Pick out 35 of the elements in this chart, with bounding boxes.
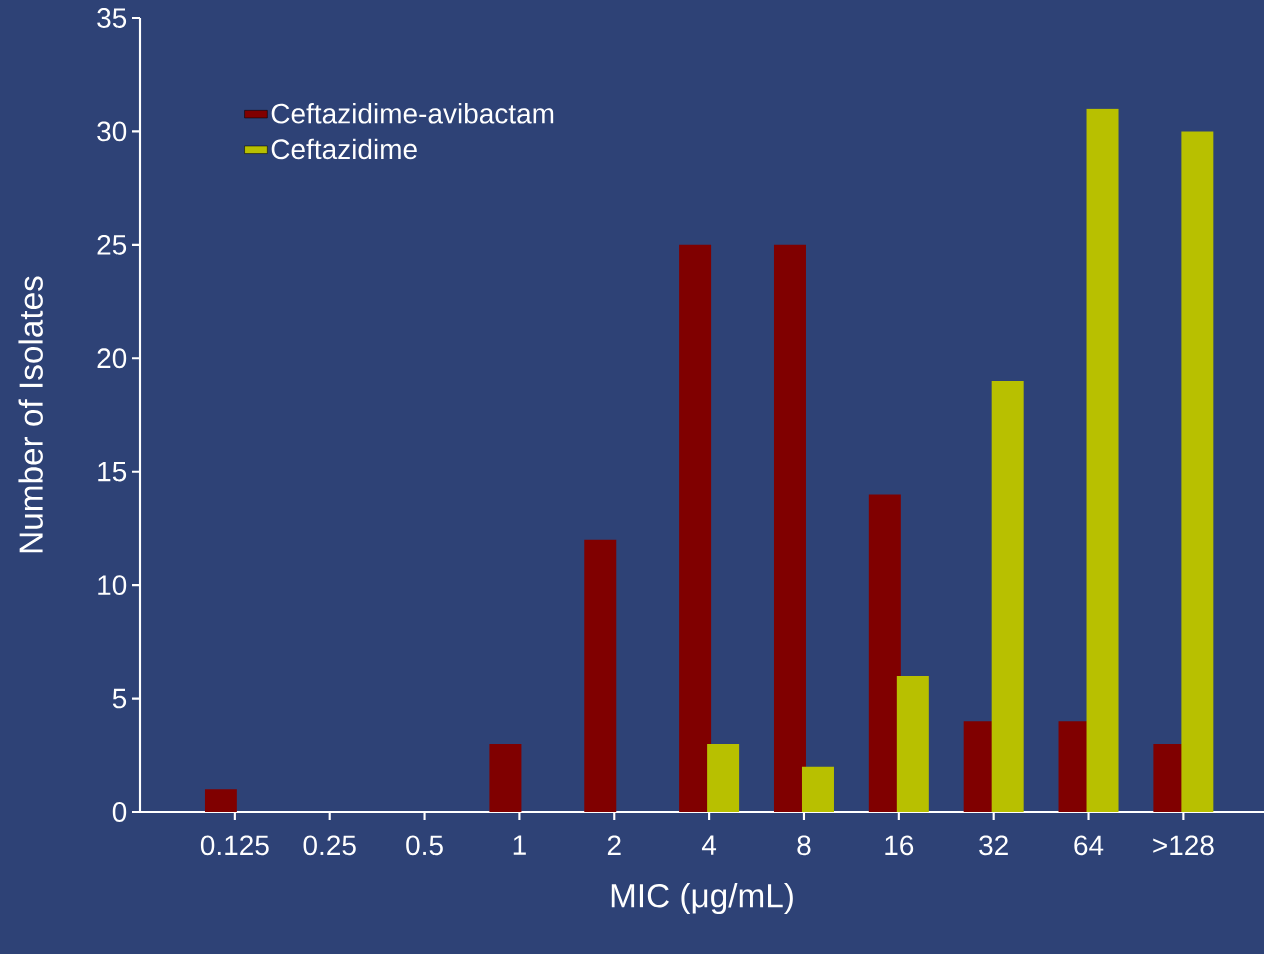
bar	[896, 675, 929, 812]
x-tick-label: 32	[979, 835, 1008, 856]
x-tick-label: >128	[1153, 835, 1214, 856]
x-tick-label: 8	[797, 835, 811, 856]
y-axis-title: Number of Isolates	[18, 276, 43, 553]
legend-label: Ceftazidime	[271, 138, 417, 160]
bar	[1181, 131, 1214, 812]
x-tick-label: 0.5	[406, 835, 443, 856]
bar	[584, 539, 617, 812]
bar	[679, 244, 712, 812]
y-tick-label: 25	[97, 234, 127, 255]
x-tick-label: 16	[885, 835, 914, 856]
x-axis-title: MIC (μg/mL)	[611, 883, 793, 915]
y-tick-label: 0	[112, 802, 127, 822]
bar	[991, 380, 1024, 812]
bar	[801, 766, 834, 812]
legend-label: Ceftazidime-avibactam	[271, 103, 554, 124]
y-tick-label: 15	[98, 461, 127, 482]
y-tick-label: 5	[112, 688, 127, 709]
x-tick-label: 64	[1074, 835, 1104, 856]
x-tick-label: 2	[607, 835, 621, 855]
bar	[868, 494, 901, 812]
y-tick-label: 20	[97, 348, 127, 369]
bar	[1086, 108, 1119, 812]
x-tick-label: 4	[701, 835, 717, 855]
y-tick-label: 10	[98, 575, 127, 596]
x-tick-label: 0.25	[303, 835, 356, 856]
x-tick-label: 1	[513, 835, 526, 855]
y-tick-label: 35	[97, 8, 127, 28]
y-tick-label: 30	[97, 121, 127, 142]
bar	[773, 244, 806, 812]
bar	[707, 743, 740, 812]
x-tick-label: 0.125	[200, 835, 269, 856]
bar	[204, 789, 237, 812]
bar	[489, 743, 522, 812]
